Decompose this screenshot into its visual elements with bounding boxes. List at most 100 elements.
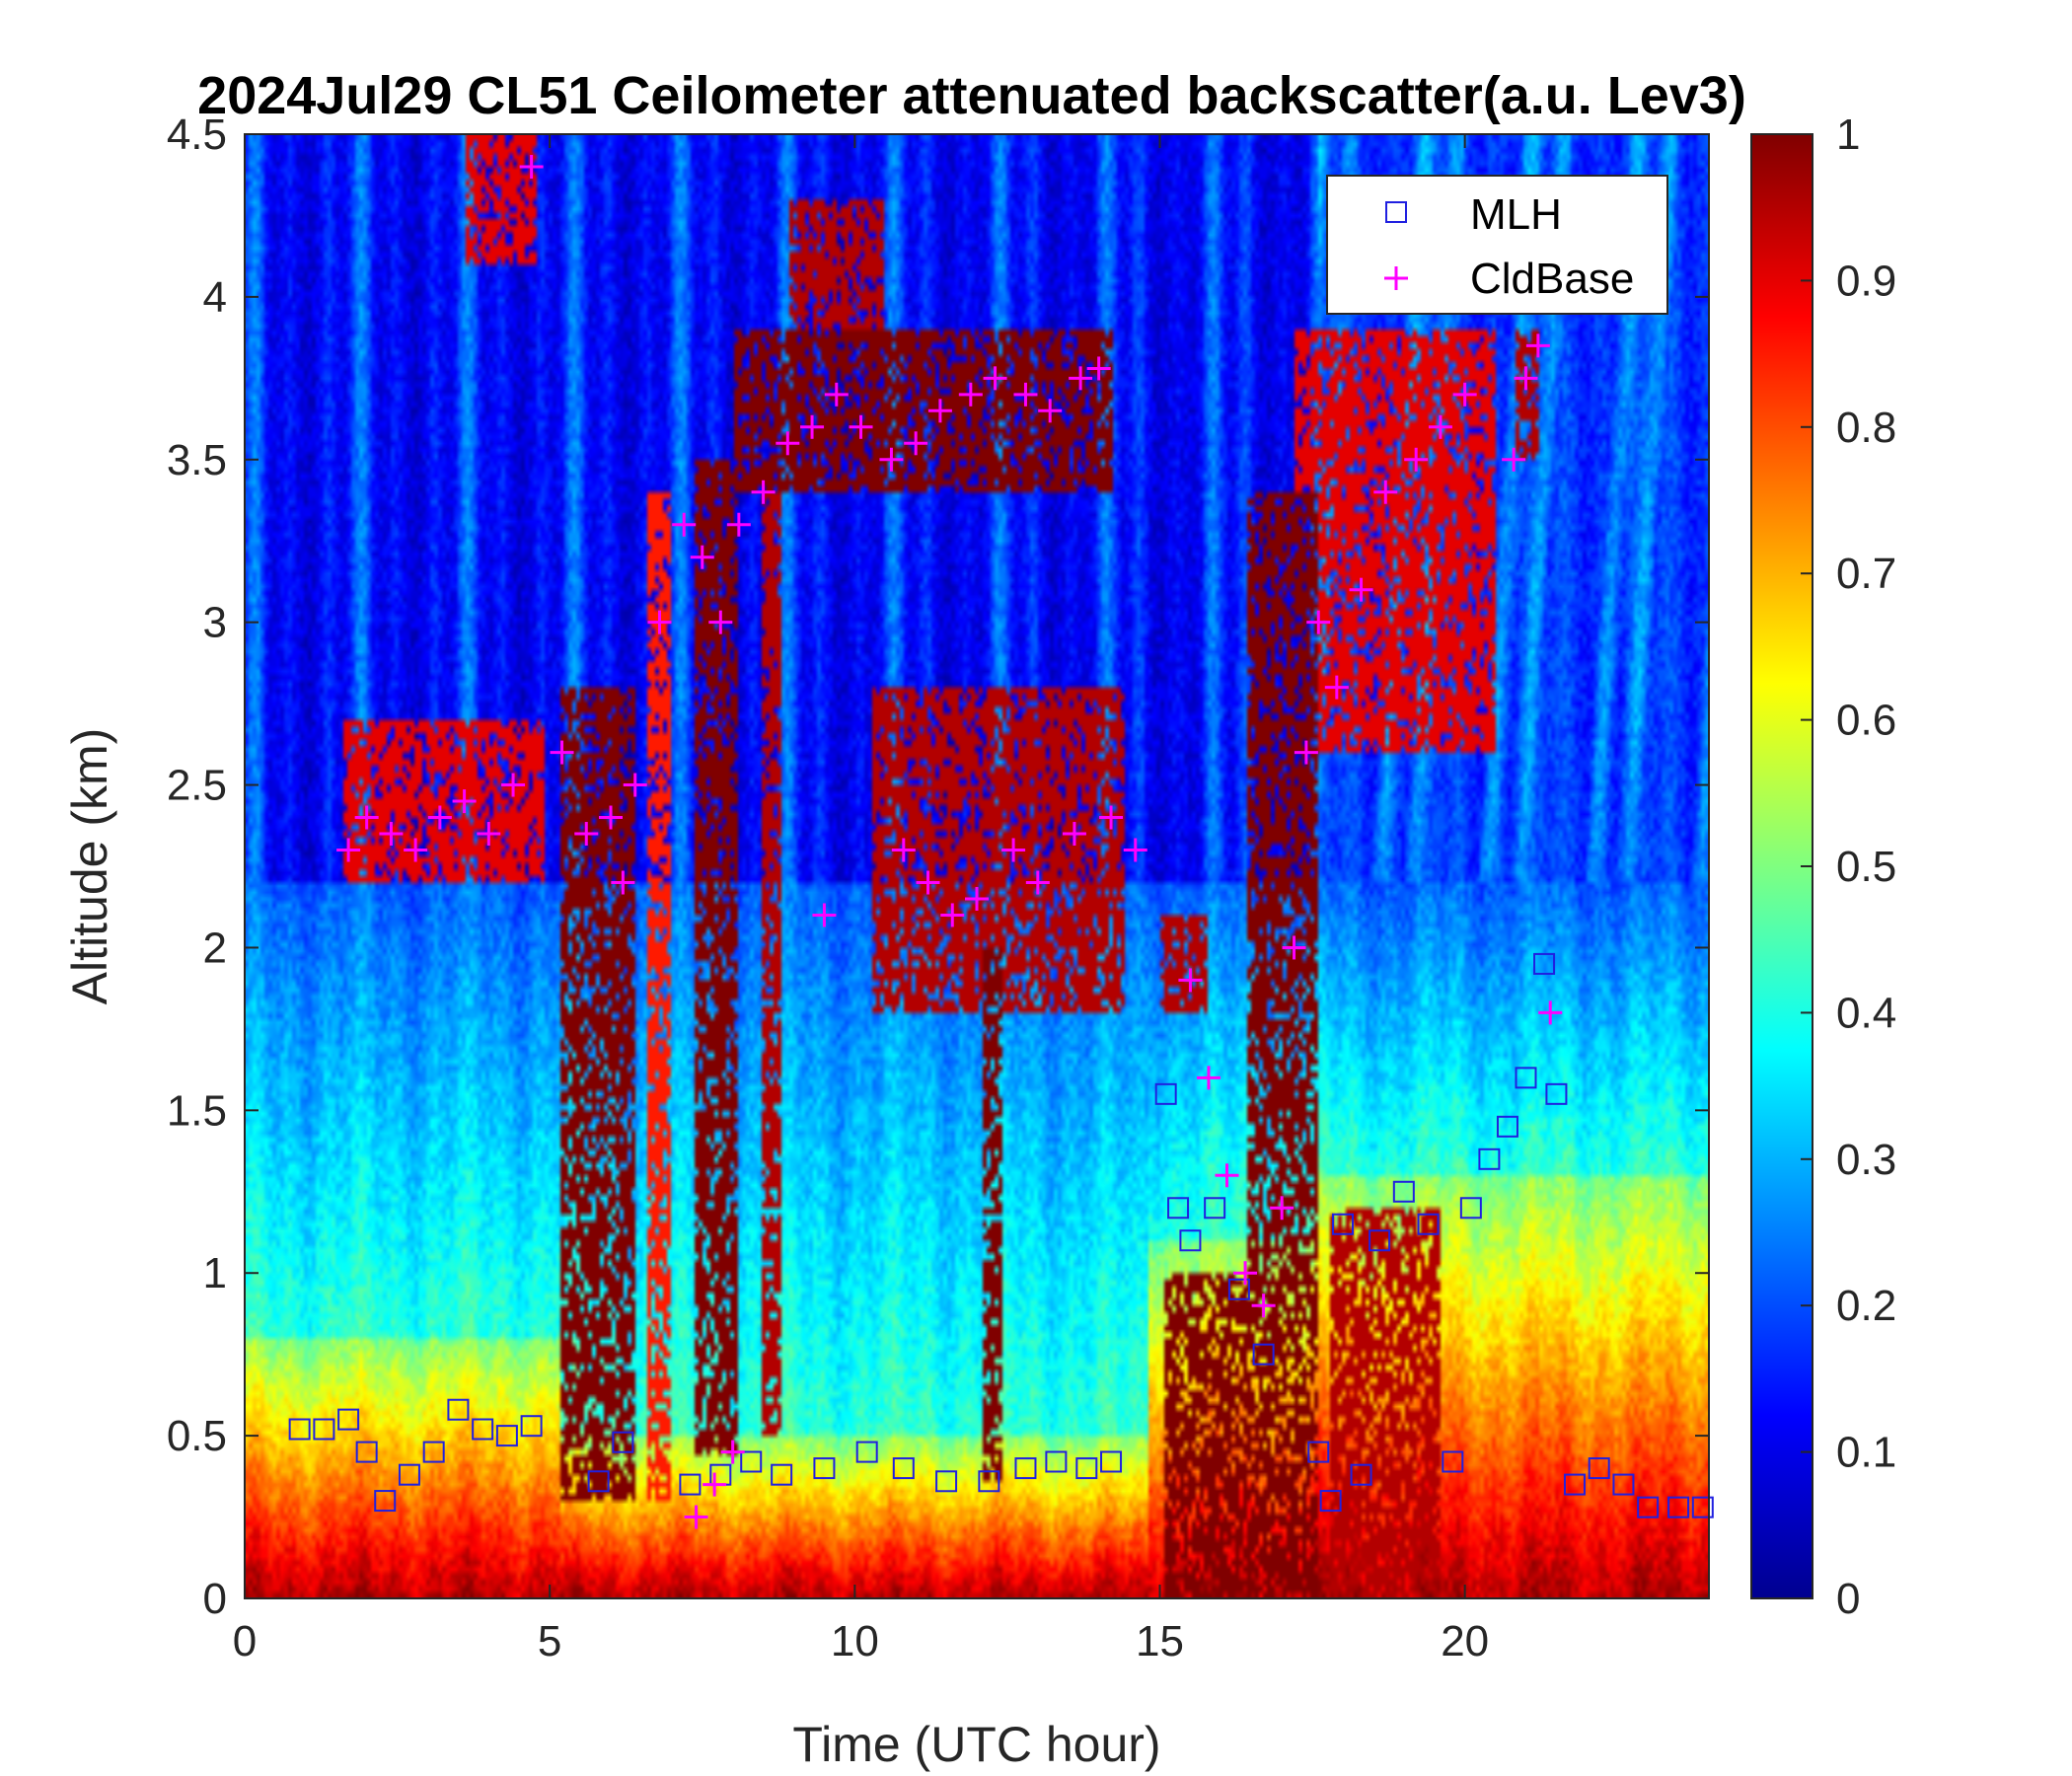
cldbase-marker — [501, 773, 526, 797]
y-tick-label: 0 — [203, 1575, 227, 1623]
colorbar-tick-label: 1 — [1836, 111, 1860, 159]
x-axis-label: Time (UTC hour) — [792, 1717, 1160, 1772]
mlh-marker — [1075, 1457, 1098, 1480]
cldbase-marker — [1452, 382, 1477, 407]
y-tick-label: 2 — [203, 924, 227, 972]
mlh-marker — [1167, 1197, 1190, 1220]
legend-box — [1326, 175, 1668, 315]
cldbase-marker — [1428, 414, 1452, 439]
mlh-marker — [679, 1473, 702, 1496]
colorbar-tick-label: 0.6 — [1836, 697, 1896, 745]
mlh-marker — [1612, 1473, 1635, 1496]
mlh-marker — [855, 1441, 878, 1463]
colorbar-tick-label: 0 — [1836, 1575, 1860, 1623]
cldbase-marker — [726, 512, 751, 537]
cldbase-marker — [690, 545, 714, 569]
cldbase-marker — [1038, 399, 1063, 423]
cldbase-marker — [916, 870, 940, 895]
mlh-marker — [1045, 1450, 1068, 1473]
backscatter-heatmap — [245, 134, 1709, 1598]
cldbase-marker — [1123, 838, 1147, 862]
mlh-marker — [1307, 1441, 1330, 1463]
cldbase-marker — [672, 512, 697, 537]
cldbase-marker — [647, 610, 672, 634]
mlh-marker — [587, 1470, 610, 1493]
cldbase-marker — [1013, 382, 1038, 407]
mlh-marker — [612, 1431, 634, 1453]
cldbase-marker — [1514, 366, 1538, 391]
cldbase-marker — [1349, 577, 1373, 602]
cldbase-marker — [708, 610, 733, 634]
x-tick-label: 10 — [831, 1617, 879, 1665]
cldbase-marker — [849, 414, 873, 439]
cldbase-marker — [751, 480, 776, 504]
cldbase-marker — [927, 399, 952, 423]
cldbase-marker — [404, 838, 428, 862]
mlh-marker — [771, 1463, 793, 1486]
mlh-marker — [1515, 1067, 1537, 1089]
mlh-marker — [472, 1418, 494, 1441]
mlh-marker — [1588, 1457, 1610, 1480]
legend-mlh-marker — [1385, 201, 1407, 223]
cldbase-marker — [1099, 805, 1124, 830]
legend-mlh-label: MLH — [1470, 190, 1562, 239]
mlh-marker — [1459, 1197, 1482, 1220]
mlh-marker — [1545, 1082, 1568, 1105]
mlh-marker — [1442, 1450, 1464, 1473]
cldbase-marker — [379, 822, 404, 847]
cldbase-marker — [519, 154, 544, 179]
mlh-marker — [1154, 1082, 1177, 1105]
mlh-marker — [1667, 1496, 1690, 1518]
cldbase-marker — [1373, 480, 1398, 504]
cldbase-marker — [958, 382, 983, 407]
cldbase-marker — [1404, 447, 1429, 472]
cldbase-marker — [1233, 1261, 1258, 1286]
mlh-marker — [1496, 1115, 1518, 1138]
colorbar-tick-label: 0.9 — [1836, 257, 1896, 305]
cldbase-marker — [1086, 356, 1111, 381]
colorbar-tick-label: 0.2 — [1836, 1282, 1896, 1330]
cldbase-marker — [550, 740, 574, 765]
mlh-marker — [1637, 1496, 1660, 1518]
mlh-marker — [1319, 1490, 1342, 1513]
cldbase-marker — [965, 886, 989, 911]
y-tick-label: 3 — [203, 599, 227, 647]
x-tick-label: 20 — [1441, 1617, 1489, 1665]
mlh-marker — [935, 1470, 958, 1493]
y-tick-label: 2.5 — [167, 762, 227, 810]
y-axis-label: Altitude (km) — [62, 728, 117, 1005]
mlh-marker — [1100, 1450, 1123, 1473]
mlh-marker — [398, 1463, 420, 1486]
mlh-marker — [495, 1425, 518, 1447]
cldbase-marker — [776, 431, 800, 456]
mlh-marker — [1179, 1229, 1202, 1252]
x-tick-label: 15 — [1136, 1617, 1184, 1665]
mlh-marker — [1227, 1278, 1250, 1300]
colorbar-ticks: 0 0.1 0.2 0.3 0.4 0.5 0.6 0.7 0.8 0.9 1 — [1801, 111, 1896, 1623]
legend-cldbase-label: CldBase — [1470, 255, 1634, 303]
mlh-marker — [1332, 1213, 1354, 1235]
cldbase-marker — [812, 903, 837, 927]
mlh-marker — [740, 1450, 763, 1473]
cldbase-marker — [452, 789, 477, 814]
mlh-marker — [337, 1408, 360, 1431]
mlh-marker — [355, 1441, 378, 1463]
colorbar-tick-label: 0.4 — [1836, 989, 1896, 1037]
mlh-marker — [1369, 1229, 1391, 1252]
cldbase-marker — [1306, 610, 1331, 634]
cldbase-marker — [427, 805, 452, 830]
cldbase-marker — [1282, 935, 1306, 960]
mlh-marker — [1014, 1457, 1037, 1480]
mlh-marker — [447, 1398, 470, 1421]
y-tick-label: 4 — [203, 273, 227, 322]
legend-cldbase-marker — [1384, 266, 1408, 290]
colorbar — [1750, 133, 1813, 1599]
cldbase-marker — [1025, 870, 1050, 895]
marker-layer — [288, 154, 1714, 1529]
mlh-marker — [813, 1457, 836, 1480]
cldbase-marker — [599, 805, 623, 830]
cldbase-marker — [684, 1505, 708, 1529]
cldbase-marker — [1069, 366, 1093, 391]
colorbar-tick-label: 0.5 — [1836, 843, 1896, 891]
